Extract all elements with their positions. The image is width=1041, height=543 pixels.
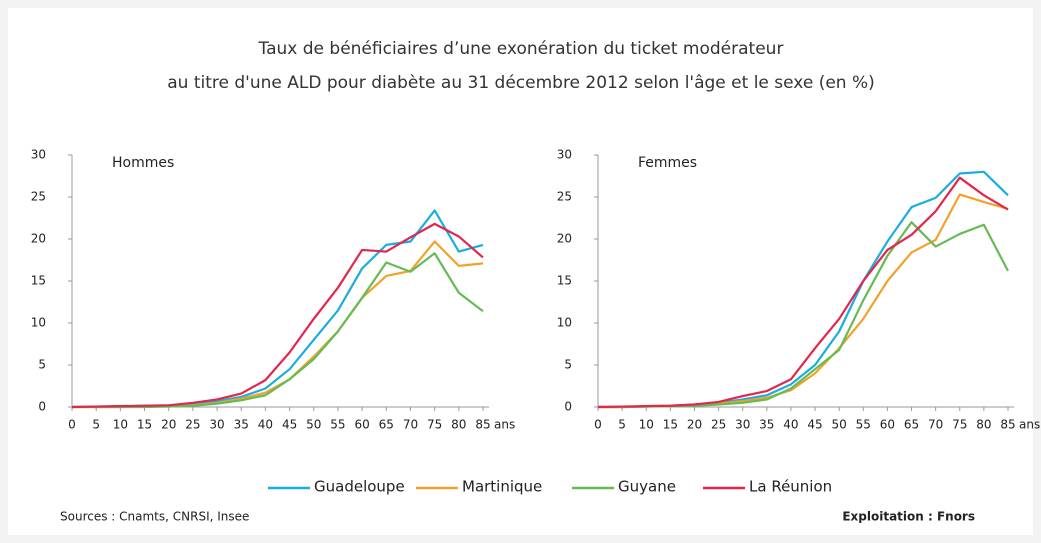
legend-label: Martinique	[462, 478, 542, 496]
legend-label: La Réunion	[749, 478, 832, 496]
y-tick-label: 10	[31, 316, 46, 330]
y-tick-label: 0	[564, 400, 572, 414]
x-tick-label: 65	[379, 418, 394, 432]
x-tick-label: 85	[475, 418, 490, 432]
x-axis-label: ans	[1019, 418, 1040, 432]
x-tick-label: 40	[783, 418, 798, 432]
x-tick-label: 60	[354, 418, 369, 432]
x-tick-label: 30	[735, 418, 750, 432]
legend-label: Guadeloupe	[314, 478, 405, 496]
legend-label: Guyane	[618, 478, 676, 496]
x-tick-label: 60	[880, 418, 895, 432]
x-tick-label: 15	[137, 418, 152, 432]
x-tick-label: 45	[282, 418, 297, 432]
y-tick-label: 25	[557, 190, 572, 204]
x-tick-label: 75	[952, 418, 967, 432]
x-axis-label: ans	[494, 418, 515, 432]
chart-title: Taux de bénéficiaires d’une exonération …	[258, 39, 784, 59]
x-tick-label: 75	[427, 418, 442, 432]
y-tick-label: 25	[31, 190, 46, 204]
x-tick-label: 35	[759, 418, 774, 432]
y-tick-label: 20	[31, 232, 46, 246]
y-tick-label: 15	[557, 274, 572, 288]
panel-title: Femmes	[638, 155, 697, 171]
x-tick-label: 20	[687, 418, 702, 432]
x-tick-label: 0	[68, 418, 76, 432]
y-tick-label: 30	[557, 148, 572, 162]
x-tick-label: 50	[832, 418, 847, 432]
x-tick-label: 80	[451, 418, 466, 432]
x-tick-label: 10	[639, 418, 654, 432]
x-tick-label: 65	[904, 418, 919, 432]
series-line: La Réunion	[597, 176, 1009, 409]
x-tick-label: 25	[185, 418, 200, 432]
credit: Exploitation : Fnors	[842, 510, 975, 524]
y-tick-label: 20	[557, 232, 572, 246]
chart-title: au titre d'une ALD pour diabète au 31 dé…	[167, 73, 875, 93]
x-tick-label: 15	[663, 418, 678, 432]
y-tick-label: 5	[564, 358, 572, 372]
y-tick-label: 5	[38, 358, 46, 372]
x-tick-label: 80	[976, 418, 991, 432]
y-tick-label: 30	[31, 148, 46, 162]
x-tick-label: 70	[928, 418, 943, 432]
y-tick-label: 15	[31, 274, 46, 288]
x-tick-label: 50	[306, 418, 321, 432]
x-tick-label: 55	[856, 418, 871, 432]
x-tick-label: 0	[594, 418, 602, 432]
series-line	[71, 222, 484, 409]
x-tick-label: 45	[807, 418, 822, 432]
x-tick-label: 5	[92, 418, 100, 432]
x-tick-label: 35	[234, 418, 249, 432]
x-tick-label: 55	[330, 418, 345, 432]
sources: Sources : Cnamts, CNRSI, Insee	[60, 510, 249, 524]
card	[8, 8, 1033, 535]
x-tick-label: 5	[618, 418, 626, 432]
series-line	[72, 252, 484, 409]
y-tick-label: 0	[38, 400, 46, 414]
y-tick-label: 10	[557, 316, 572, 330]
x-tick-label: 20	[161, 418, 176, 432]
x-tick-label: 10	[113, 418, 128, 432]
x-tick-label: 25	[711, 418, 726, 432]
panel-title: Hommes	[112, 155, 174, 171]
x-tick-label: 30	[209, 418, 224, 432]
x-tick-label: 70	[403, 418, 418, 432]
x-tick-label: 40	[258, 418, 273, 432]
x-tick-label: 85	[1000, 418, 1015, 432]
